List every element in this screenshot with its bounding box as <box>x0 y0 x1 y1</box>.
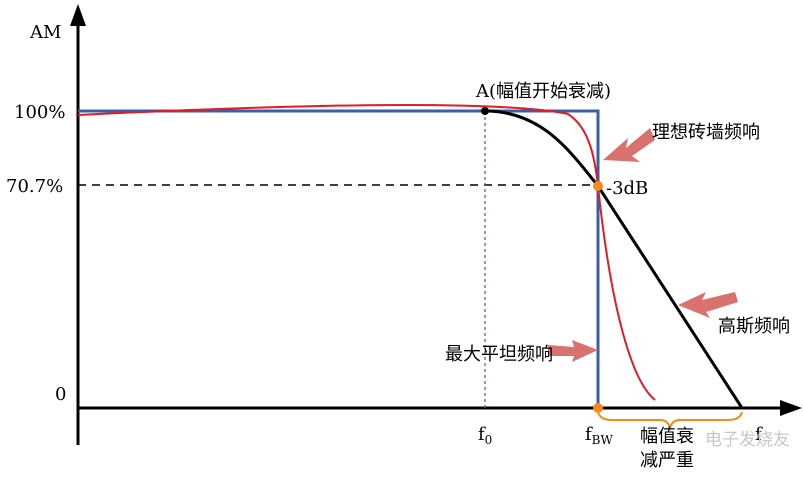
point-a-label: A(幅值开始衰减) <box>475 81 611 102</box>
f0-base: f <box>478 424 486 445</box>
x-axis-label: f <box>755 424 763 445</box>
fbw-label: fBW <box>585 424 613 447</box>
y-707-label: 70.7% <box>6 176 63 197</box>
minus-3db-label: -3dB <box>606 178 648 199</box>
brick-wall-curve <box>78 109 600 408</box>
f0-sub: 0 <box>485 433 493 447</box>
attenuation-label-2: 减严重 <box>640 450 694 471</box>
max-flat-curve <box>77 104 656 401</box>
x-axis-arrow <box>780 400 802 416</box>
max-flat-arrow <box>548 340 598 362</box>
gaussian-arrow <box>678 292 738 318</box>
minus-3db-point <box>593 181 603 191</box>
watermark: 电子发烧友 <box>705 430 790 450</box>
f0-label: f0 <box>478 424 492 447</box>
y-axis-label: AM <box>29 22 61 43</box>
attenuation-label-1: 幅值衰 <box>640 426 694 447</box>
y-100-label: 100% <box>14 102 65 123</box>
max-flat-label: 最大平坦频响 <box>445 344 553 365</box>
attenuation-brace <box>597 411 743 429</box>
fbw-point <box>593 403 603 413</box>
gaussian-curve <box>484 109 744 409</box>
point-a <box>481 107 489 115</box>
fbw-sub: BW <box>592 433 614 447</box>
brick-wall-arrow <box>603 128 655 162</box>
gaussian-label: 高斯频响 <box>718 316 790 337</box>
brick-wall-label: 理想砖墙频响 <box>652 122 760 143</box>
y-0-label: 0 <box>55 384 66 405</box>
fbw-base: f <box>585 424 593 445</box>
y-axis-arrow <box>70 4 86 26</box>
